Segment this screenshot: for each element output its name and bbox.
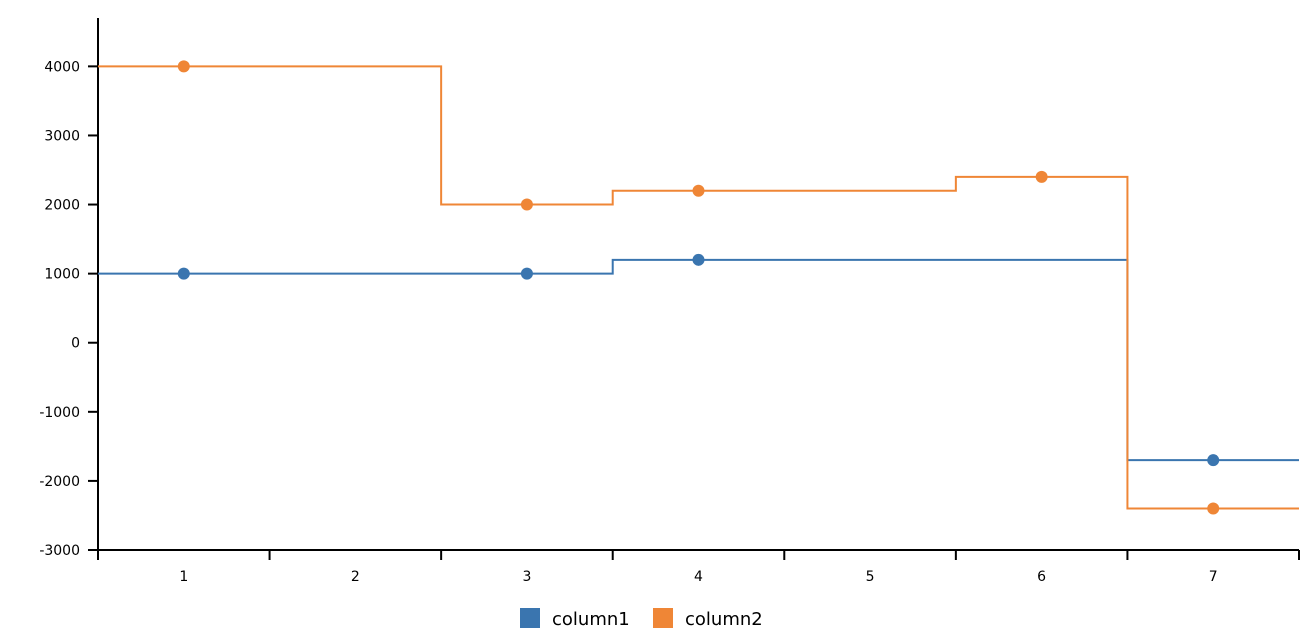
x-tick-label: 4 [694,569,703,585]
x-tick-label: 2 [351,569,360,585]
data-point-column1[interactable] [692,253,705,266]
legend-label-column2: column2 [685,609,763,630]
y-tick-label: -1000 [39,405,80,421]
x-tick-label: 1 [179,569,188,585]
data-point-column2[interactable] [1207,502,1220,515]
y-tick-label: 2000 [44,198,80,214]
series-layer [98,60,1299,515]
x-tick-label: 3 [522,569,531,585]
axes-layer: -3000 -2000 -1000 0 1000 2000 3000 4000 1 2 3 4 5 6 7 [39,18,1300,585]
y-tick-label: 0 [71,336,80,352]
series-line-column1 [98,258,1299,462]
legend: column1 column2 [520,608,763,630]
x-tick-label: 5 [866,569,875,585]
data-point-column2[interactable] [1035,170,1048,183]
y-tick-label: -2000 [39,474,80,490]
data-point-column1[interactable] [520,267,533,280]
y-tick-label: -3000 [39,543,80,559]
x-tick-label: 6 [1037,569,1046,585]
x-tick-label: 7 [1209,569,1218,585]
data-point-column1[interactable] [1207,454,1220,467]
data-point-column2[interactable] [177,60,190,73]
y-tick-label: 4000 [44,59,80,75]
data-point-column2[interactable] [520,198,533,211]
legend-label-column1: column1 [552,609,630,630]
series-line-column2 [98,65,1299,510]
legend-swatch-column2 [653,608,673,628]
y-tick-label: 3000 [44,128,80,144]
data-point-column2[interactable] [692,184,705,197]
y-tick-label: 1000 [44,267,80,283]
data-point-column1[interactable] [177,267,190,280]
legend-swatch-column1 [520,608,540,628]
